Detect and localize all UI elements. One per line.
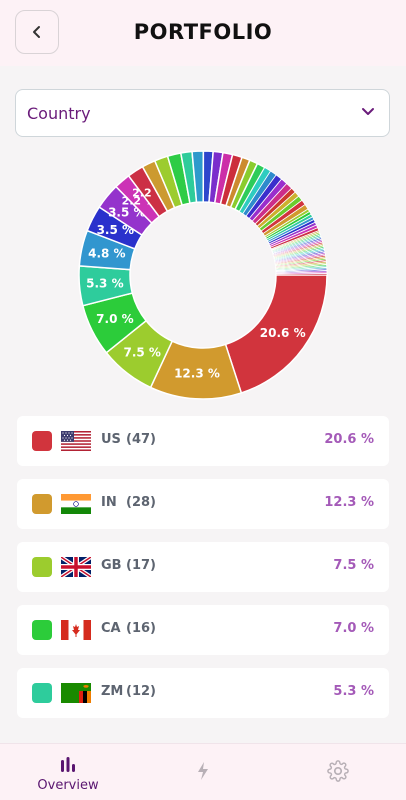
color-swatch — [32, 620, 52, 640]
allocation-percent: 7.0 % — [333, 621, 374, 636]
holding-count: (28) — [126, 495, 156, 510]
bar-chart-icon — [61, 757, 75, 772]
nav-overview-label: Overview — [37, 778, 99, 793]
country-code: US — [101, 432, 121, 447]
allocation-percent: 5.3 % — [333, 684, 374, 699]
country-code: IN — [101, 495, 117, 510]
country-row-in[interactable]: IN (28) 12.3 % — [17, 479, 389, 529]
donut-slice[interactable] — [275, 273, 328, 276]
allocation-donut-chart: 20.6 % 12.3 % 7.5 % 7.0 % 5.3 % 4.8 % 3.5 % 3.5… — [78, 150, 328, 400]
color-swatch — [32, 557, 52, 577]
color-swatch — [32, 494, 52, 514]
country-row-zm[interactable]: ZM (12) 5.3 % — [17, 668, 389, 718]
slice-label: 12.3 % — [174, 366, 220, 380]
slice-label: 3.5 % — [97, 223, 134, 237]
nav-settings[interactable] — [273, 744, 403, 800]
country-code: ZM — [101, 684, 124, 699]
bottom-navigation: Overview — [0, 743, 406, 800]
ca-flag-icon — [61, 620, 91, 640]
group-by-selected-value: Country — [27, 104, 91, 123]
slice-label: 4.8 % — [88, 247, 125, 261]
slice-label: 7.5 % — [123, 346, 160, 360]
country-code: GB — [101, 558, 122, 573]
lightning-icon — [198, 762, 208, 780]
allocation-percent: 12.3 % — [324, 495, 374, 510]
color-swatch — [32, 683, 52, 703]
chevron-left-icon — [33, 26, 40, 38]
slice-label: 3.5 % — [108, 206, 145, 220]
allocation-percent: 7.5 % — [333, 558, 374, 573]
slice-label: 20.6 % — [260, 326, 306, 340]
holding-count: (17) — [126, 558, 156, 573]
country-row-us[interactable]: US (47) 20.6 % — [17, 416, 389, 466]
holding-count: (12) — [126, 684, 156, 699]
country-row-gb[interactable]: GB (17) 7.5 % — [17, 542, 389, 592]
slice-label: 7.0 % — [96, 312, 133, 326]
zm-flag-icon — [61, 683, 91, 703]
chevron-down-icon — [362, 108, 374, 115]
country-row-ca[interactable]: CA (16) 7.0 % — [17, 605, 389, 655]
holding-count: (47) — [126, 432, 156, 447]
gear-icon — [327, 760, 349, 782]
back-button[interactable] — [15, 10, 59, 54]
color-swatch — [32, 431, 52, 451]
slice-label: 5.3 % — [86, 277, 123, 291]
nav-activity[interactable] — [138, 744, 268, 800]
us-flag-icon — [61, 431, 91, 451]
in-flag-icon — [61, 494, 91, 514]
app-header: PORTFOLIO — [0, 0, 406, 66]
group-by-select[interactable]: Country — [15, 89, 390, 137]
country-code: CA — [101, 621, 121, 636]
page-title: PORTFOLIO — [133, 20, 273, 44]
holding-count: (16) — [126, 621, 156, 636]
nav-overview[interactable]: Overview — [3, 744, 133, 800]
allocation-percent: 20.6 % — [324, 432, 374, 447]
gb-flag-icon — [59, 555, 93, 579]
